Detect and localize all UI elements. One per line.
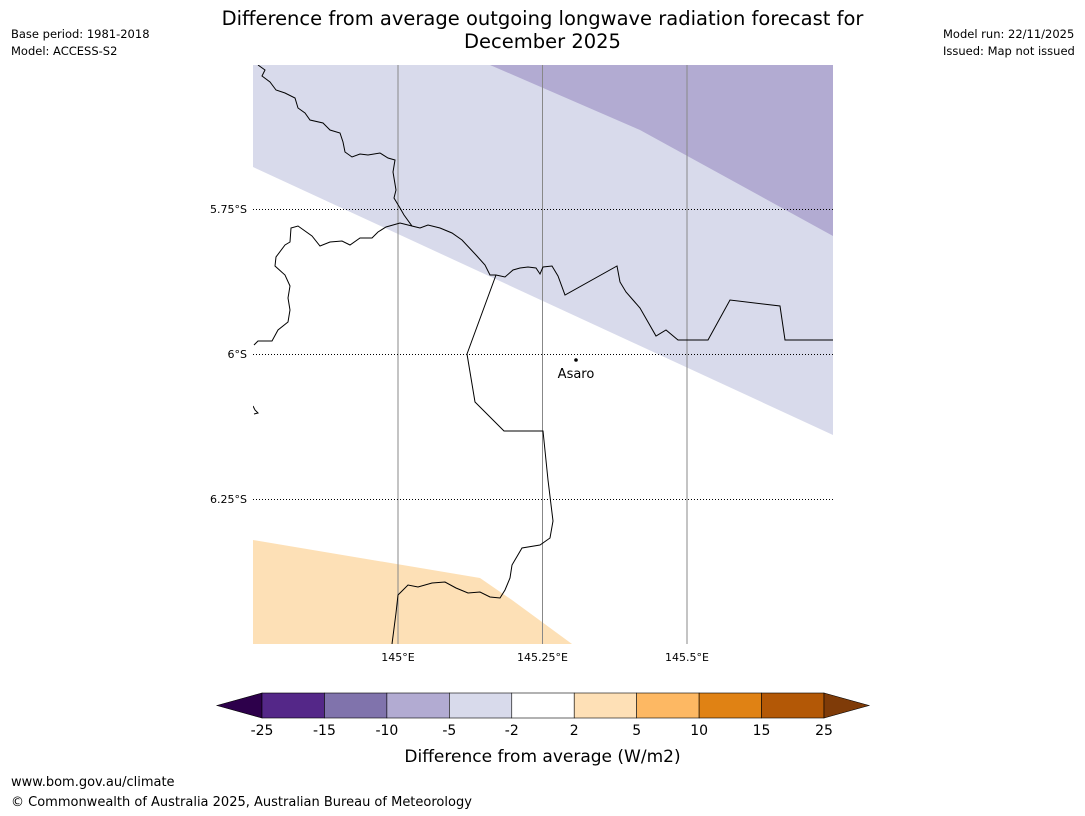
border-fragment [253,405,259,415]
border-west [253,222,413,346]
colorbar-tick-8: 15 [753,723,771,739]
colorbar-segment-3 [449,692,513,719]
model-run: Model run: 22/11/2025 [943,27,1075,41]
colorbar-segment-7 [698,692,762,719]
lon-label-145-25: 145.25°E [517,651,568,664]
meta-right: Model run: 22/11/2025 Issued: Map not is… [943,26,1075,60]
province-borders [253,65,833,644]
colorbar-extend-low [215,692,263,719]
colorbar-tick-3: -5 [442,723,456,739]
meta-left: Base period: 1981-2018 Model: ACCESS-S2 [11,26,150,60]
map-area [253,65,833,644]
colorbar-extend-high [823,692,871,719]
asaro-marker-icon [574,358,578,362]
colorbar-tick-1: -15 [313,723,336,739]
colorbar-segment-5 [573,692,637,719]
place-label-asaro: Asaro [558,367,595,382]
colorbar-segment-1 [324,692,388,719]
colorbar [215,692,871,719]
parallel-lines [253,209,833,500]
border-south [391,274,554,644]
map-title: Difference from average outgoing longwav… [0,7,1085,53]
colorbar-tick-0: -25 [251,723,274,739]
issued-status: Issued: Map not issued [943,44,1075,58]
colorbar-tick-5: 2 [570,723,579,739]
colorbar-tick-6: 5 [632,723,641,739]
base-period: Base period: 1981-2018 [11,27,150,41]
border-north [257,65,833,341]
lat-label-5-75: 5.75°S [210,203,247,216]
colorbar-tick-7: 10 [690,723,708,739]
colorbar-segment-8 [761,692,825,719]
model-name: Model: ACCESS-S2 [11,44,118,58]
colorbar-segment-0 [261,692,325,719]
colorbar-segment-2 [386,692,450,719]
colorbar-tick-labels: -25 -15 -10 -5 -2 2 5 10 15 25 [251,723,833,739]
anomaly-band-2-to-5 [253,540,572,644]
latitude-labels: 5.75°S 6°S 6.25°S [210,203,247,506]
footer-url: www.bom.gov.au/climate [11,775,175,790]
colorbar-label: Difference from average (W/m2) [404,747,680,767]
lon-label-145-5: 145.5°E [665,651,709,664]
longitude-labels: 145°E 145.25°E 145.5°E [381,651,709,664]
lat-label-6: 6°S [228,348,247,361]
lon-label-145: 145°E [381,651,414,664]
footer-copyright: © Commonwealth of Australia 2025, Austra… [11,795,472,810]
title-line-1: Difference from average outgoing longwav… [221,7,864,30]
colorbar-tick-4: -2 [505,723,519,739]
lat-label-6-25: 6.25°S [210,493,247,506]
colorbar-tick-9: 25 [815,723,833,739]
colorbar-segment-4 [511,692,575,719]
colorbar-tick-2: -10 [375,723,398,739]
title-line-2: December 2025 [464,30,621,53]
anomaly-band-minus-10-to-minus-5 [490,65,833,236]
colorbar-segment-6 [636,692,700,719]
